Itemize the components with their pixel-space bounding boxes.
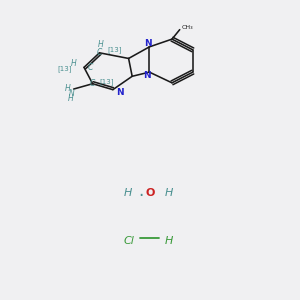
Text: CH₃: CH₃ <box>182 25 194 30</box>
Text: N: N <box>116 88 123 97</box>
Text: H: H <box>165 236 173 246</box>
Text: N: N <box>144 39 152 48</box>
Text: [13]: [13] <box>57 65 71 72</box>
Text: N: N <box>69 89 75 98</box>
Text: H: H <box>65 84 70 93</box>
Text: H: H <box>71 59 76 68</box>
Text: C: C <box>90 79 95 88</box>
Text: O: O <box>145 188 155 198</box>
Text: .: . <box>138 182 143 200</box>
Text: [13]: [13] <box>99 78 114 85</box>
Text: H: H <box>124 188 132 198</box>
Text: C: C <box>88 64 93 73</box>
Text: [13]: [13] <box>107 46 122 53</box>
Text: C: C <box>97 48 102 57</box>
Text: Cl: Cl <box>124 236 135 246</box>
Text: H: H <box>68 94 74 103</box>
Text: H: H <box>165 188 173 198</box>
Text: N: N <box>143 71 151 80</box>
Text: H: H <box>98 40 104 49</box>
